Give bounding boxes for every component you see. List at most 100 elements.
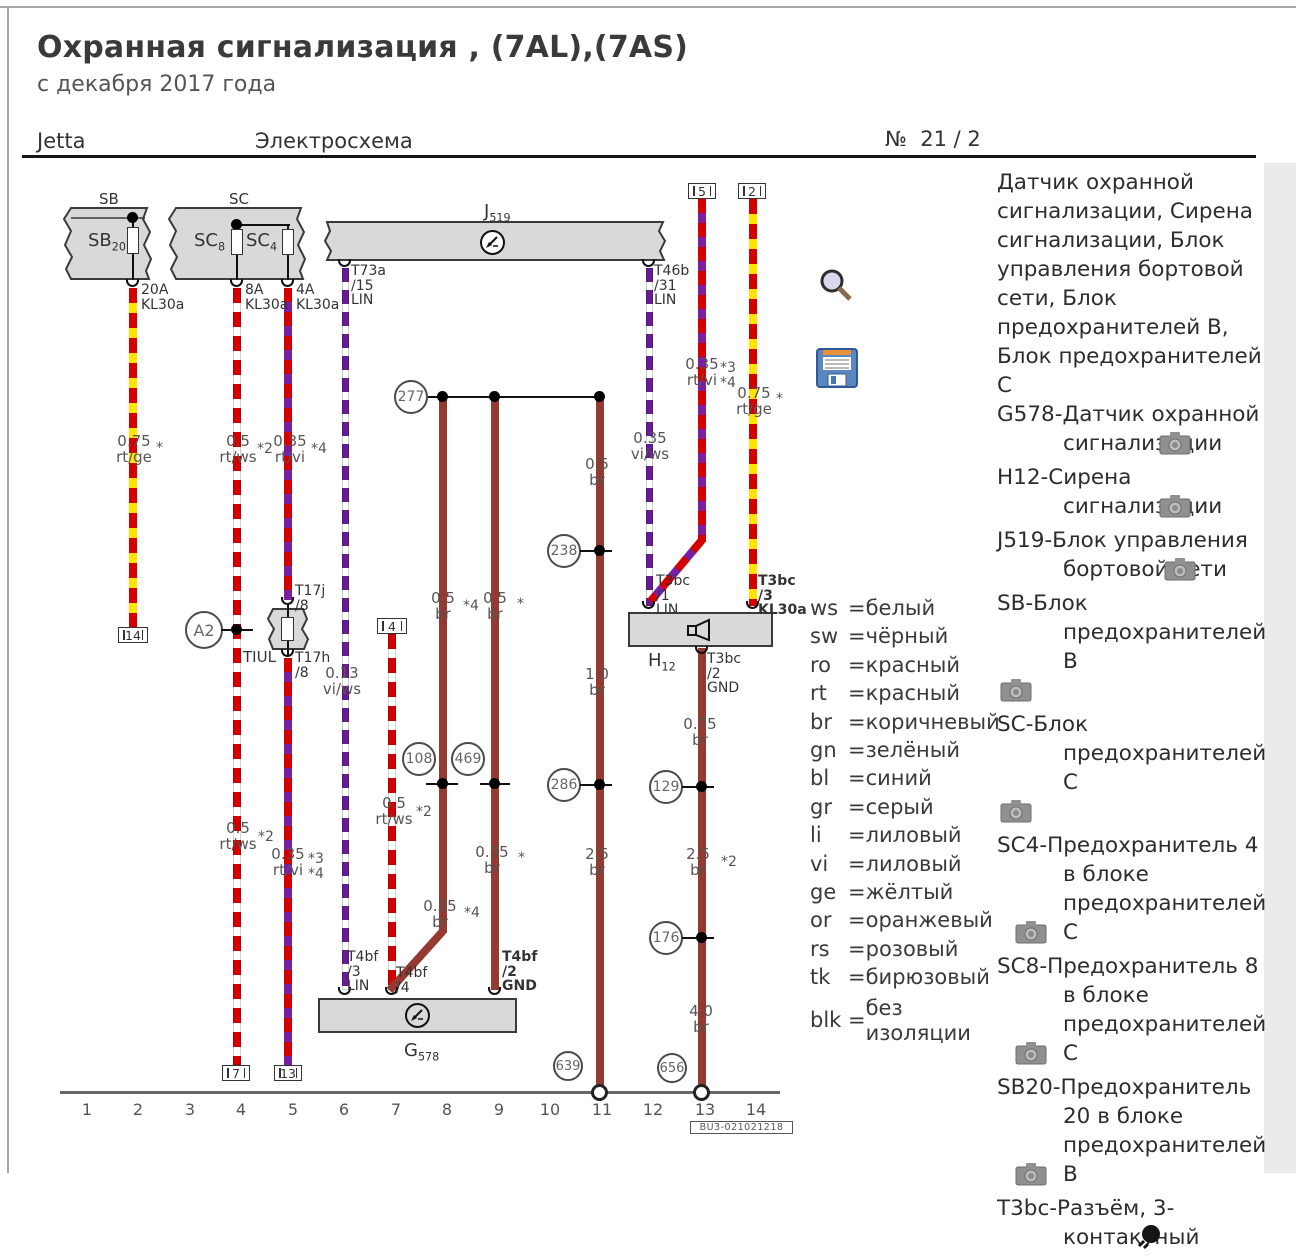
footnote-star: *4 — [311, 441, 327, 457]
speaker-icon — [687, 618, 710, 642]
ref-node-277: 277 — [394, 380, 428, 414]
footnote-star: *3 — [308, 851, 324, 867]
pin-label-t3bc2: T3bc/2 GND — [707, 651, 742, 696]
pin-label-4a: 4A KL30a — [296, 282, 340, 313]
drawing-number: BU3-021021218 — [690, 1121, 793, 1134]
sb-box-title: SB — [99, 190, 119, 208]
page-value: 21 / 2 — [920, 127, 981, 151]
sc-bus — [236, 224, 290, 226]
grid-number: 13 — [694, 1100, 716, 1119]
page-number: № 21 / 2 — [885, 127, 981, 151]
wire-label: 0.35 rt/vi — [685, 355, 719, 389]
grid-number: 14 — [745, 1100, 767, 1119]
junction-dot — [231, 624, 242, 635]
sc-box-title: SC — [229, 190, 249, 208]
header-divider — [22, 155, 1256, 158]
pin-label-t4bf4: T4bf/4 — [396, 965, 428, 996]
pin-label-t3bc3: T3bc/3 KL30a — [758, 573, 807, 618]
connector-2: 2 — [738, 183, 766, 199]
page-title: Охранная сигнализация , (7AL),(7AS) — [37, 30, 689, 65]
pin-symbol — [642, 601, 655, 609]
fuse-sb20-symbol — [127, 227, 139, 254]
fuse-sc8-symbol — [231, 229, 243, 255]
ref-node-129: 129 — [649, 770, 683, 804]
pin-symbol — [642, 259, 655, 267]
wire-rt-ge-conn2 — [749, 199, 757, 606]
footnote-star: * — [156, 440, 163, 456]
ground-terminal — [693, 1084, 710, 1101]
wire-label: 0.5 rt/ws — [219, 432, 257, 466]
junction-dot — [696, 781, 707, 792]
connector-7: 7 — [222, 1065, 250, 1081]
footnote-star: *2 — [258, 829, 274, 845]
wire-lin-t73a — [342, 268, 349, 990]
footnote-star: *2 — [721, 854, 737, 870]
footnote-star: *2 — [416, 804, 432, 820]
bus-277 — [428, 396, 600, 398]
pin-symbol — [338, 259, 351, 267]
tiul-label: TIUL — [243, 648, 276, 666]
wire-label: 0.35 rt/vi — [273, 432, 307, 466]
legend-row: or =оранжевый — [810, 908, 993, 933]
wire-color-legend: ws =белый sw =чёрный ro =красный rt =красный… — [810, 594, 1000, 1046]
pin-symbol — [746, 601, 759, 609]
grid-number: 3 — [184, 1100, 196, 1119]
fuse-sb20-label: SB20 — [88, 230, 126, 254]
h12-label: H12 — [648, 650, 676, 674]
save-button[interactable] — [816, 348, 858, 392]
list-item: J519-Блок управления бортовой сети — [997, 528, 1248, 582]
ref-node-108: 108 — [402, 742, 436, 776]
wire-rt-ws-sc8 — [233, 288, 241, 1065]
wire-br-1 — [439, 397, 447, 933]
j519-label: J519 — [484, 201, 511, 225]
wire-rt-ge-sb20 — [129, 288, 137, 627]
footnote-star: *4 — [308, 866, 324, 882]
page-border-left — [7, 6, 9, 1173]
grid-number: 10 — [539, 1100, 561, 1119]
list-item: SB20-Предохранитель 20 в блоке предохранит… — [997, 1075, 1267, 1187]
pin-symbol — [385, 987, 398, 995]
siren-h12-box — [628, 612, 773, 647]
wire-label: 0.5 rt/ws — [375, 794, 413, 828]
ref-node-656: 656 — [657, 1053, 687, 1083]
pin-label-20a: 20A KL30a — [141, 282, 185, 313]
legend-row: gr =серый — [810, 794, 934, 819]
pin-symbol — [281, 597, 294, 605]
pin-symbol — [488, 987, 501, 995]
ref-node-238: 238 — [547, 534, 581, 568]
wire-label: 0.75 rt/ge — [116, 432, 152, 466]
pin-label-t17j: T17j/8 — [295, 583, 326, 614]
legend-row: bl =синий — [810, 766, 932, 791]
footnote-star: * — [518, 850, 525, 866]
wire-label: 0.35 br — [475, 843, 509, 877]
grid-number: 9 — [493, 1100, 505, 1119]
legend-row: ge =жёлтый — [810, 880, 954, 905]
pin-symbol — [230, 279, 243, 287]
wire-label: 0.35 br — [423, 897, 457, 931]
junction-dot — [231, 219, 242, 230]
zoom-tool-button[interactable] — [816, 266, 856, 310]
ref-node-176: 176 — [649, 921, 683, 955]
page-border-top — [0, 6, 1296, 8]
wire-rt-vi-conn5 — [698, 199, 706, 542]
magnifier-icon — [820, 269, 852, 301]
wire-label: 0.35 vi/ws — [630, 429, 670, 463]
grid-number: 11 — [591, 1100, 613, 1119]
connector-4: 4 — [377, 618, 407, 634]
wire-rt-ws-conn4 — [388, 634, 396, 990]
ref-node-a2: A2 — [185, 611, 223, 649]
pin-label-t73a: T73a/15 LIN — [351, 263, 386, 308]
ground-rail — [60, 1091, 780, 1094]
footnote-star: * — [776, 391, 783, 407]
numero-sign: № — [885, 127, 907, 151]
pin-symbol — [281, 649, 294, 657]
scrollbar[interactable] — [1264, 163, 1296, 1173]
fuse-sc8-label: SC8 — [194, 230, 226, 254]
grid-number: 4 — [235, 1100, 247, 1119]
tiul-fuse-symbol — [281, 617, 294, 641]
wire-rt-vi-sc4-upper — [284, 288, 292, 600]
legend-row: ws =белый — [810, 596, 936, 620]
legend-row: sw =чёрный — [810, 624, 949, 649]
list-item: SB-Блок предохранителей B — [997, 589, 1282, 710]
